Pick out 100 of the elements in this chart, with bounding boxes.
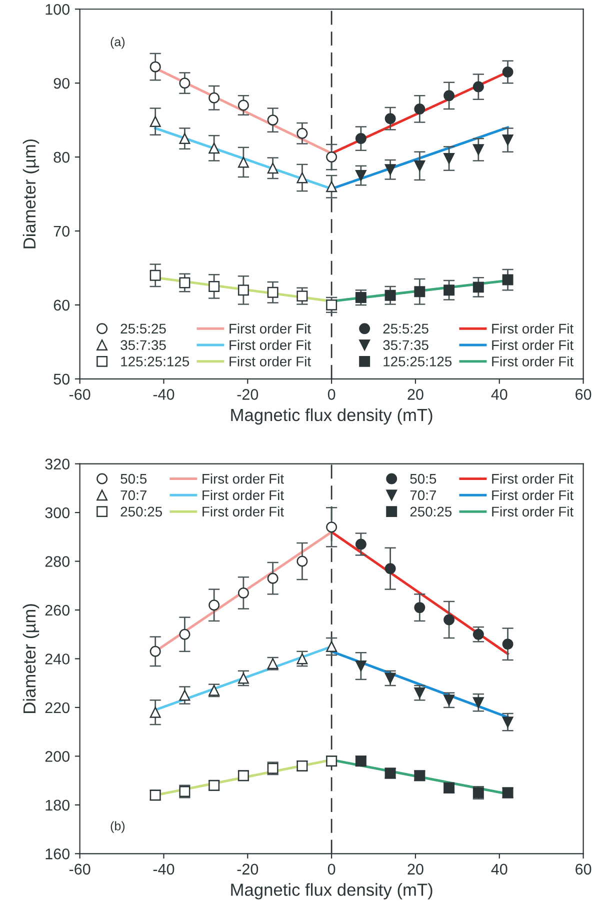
x-tick-label: 20 (408, 864, 424, 875)
legend-label: 35:7:35 (120, 340, 166, 350)
y-tick-label: 80 (54, 152, 70, 163)
point (179, 78, 190, 89)
y-tick-label: 160 (46, 848, 70, 860)
point (326, 152, 338, 163)
x-tick-label: -20 (237, 864, 258, 875)
x-tick-label: 0 (328, 864, 336, 875)
point (238, 100, 249, 111)
x-tick-label: -40 (153, 864, 174, 875)
y-tick-label: 100 (46, 4, 70, 15)
legend-label: 50:5 (120, 474, 147, 484)
legend-label: 35:7:35 (383, 340, 428, 350)
legend-label: First order Fit (492, 490, 574, 500)
point (414, 687, 426, 698)
y-tick-label: 260 (45, 604, 70, 616)
x-tick-label: 60 (576, 389, 592, 400)
point (414, 103, 426, 114)
y-tick-label: 60 (54, 300, 70, 311)
legend-label: 125:25:125 (384, 356, 452, 366)
x-tick-label: -20 (237, 389, 258, 400)
x-axis-title: Magnetic flux density (mT) (231, 883, 432, 900)
legend-label: First order Fit (230, 340, 311, 350)
legend-label: First order Fit (202, 506, 284, 517)
point (502, 274, 514, 286)
point (267, 572, 278, 584)
x-tick-label: 20 (408, 389, 424, 400)
point (326, 641, 338, 652)
x-tick-label: -60 (69, 864, 90, 875)
legend-label: First order Fit (230, 356, 311, 366)
point (208, 600, 220, 611)
point (150, 116, 161, 128)
point (444, 90, 455, 102)
y-tick-label: 300 (45, 507, 70, 518)
point (296, 653, 308, 664)
y-tick-label: 90 (54, 78, 70, 89)
point (150, 270, 161, 281)
point (179, 277, 190, 288)
point (179, 690, 190, 701)
legend-label: First order Fit (492, 323, 574, 334)
legend-label: 50:5 (410, 474, 436, 484)
point (502, 134, 514, 146)
legend-label: 70:7 (410, 490, 436, 500)
point (502, 66, 514, 78)
point (179, 133, 190, 144)
point (326, 522, 338, 533)
point (384, 113, 396, 124)
legend-label: First order Fit (492, 474, 574, 484)
point (296, 172, 308, 184)
y-tick-label: 320 (45, 458, 70, 470)
point (296, 290, 308, 302)
point (472, 144, 484, 156)
y-axis-title: Diameter (µm) (22, 604, 40, 713)
point (296, 128, 308, 139)
point (384, 290, 396, 301)
point (384, 164, 396, 176)
legend-label: 25:5:25 (120, 324, 166, 334)
point (384, 672, 396, 684)
point (179, 628, 190, 640)
point (472, 697, 484, 708)
point (414, 286, 426, 298)
x-tick-label: 40 (491, 389, 508, 400)
x-tick-label: 60 (576, 864, 592, 875)
point (414, 160, 426, 172)
point (208, 142, 220, 154)
point (444, 284, 455, 296)
point (267, 286, 278, 298)
point (444, 153, 455, 164)
annotation: (b) (110, 821, 125, 833)
point (326, 181, 338, 192)
point (208, 92, 220, 104)
point (238, 284, 249, 296)
x-tick-label: 40 (491, 864, 508, 875)
point (238, 672, 249, 684)
point (238, 156, 249, 168)
y-tick-label: 280 (45, 556, 70, 567)
point (326, 299, 338, 310)
point (355, 133, 366, 144)
legend-label: First order Fit (492, 506, 574, 517)
point (355, 170, 366, 182)
legend-label: First order Fit (202, 474, 284, 484)
point (502, 716, 514, 728)
legend-label: 70:7 (120, 490, 146, 500)
legend-label: 25:5:25 (383, 324, 428, 334)
point (355, 660, 366, 672)
y-axis-title: Diameter (µm) (22, 139, 40, 248)
x-tick-label: -60 (69, 389, 90, 400)
y-tick-label: 50 (54, 374, 70, 385)
legend-label: 125:25:125 (121, 356, 190, 366)
legend-label: 250:25 (120, 506, 162, 517)
annotation: (a) (110, 37, 125, 49)
point (444, 614, 455, 626)
point (384, 563, 396, 574)
legend-label: 250:25 (410, 506, 452, 517)
point (150, 61, 161, 72)
point (238, 587, 249, 598)
y-tick-label: 220 (45, 702, 70, 714)
point (267, 114, 278, 126)
x-tick-label: 0 (328, 389, 336, 400)
y-tick-label: 200 (45, 751, 70, 762)
